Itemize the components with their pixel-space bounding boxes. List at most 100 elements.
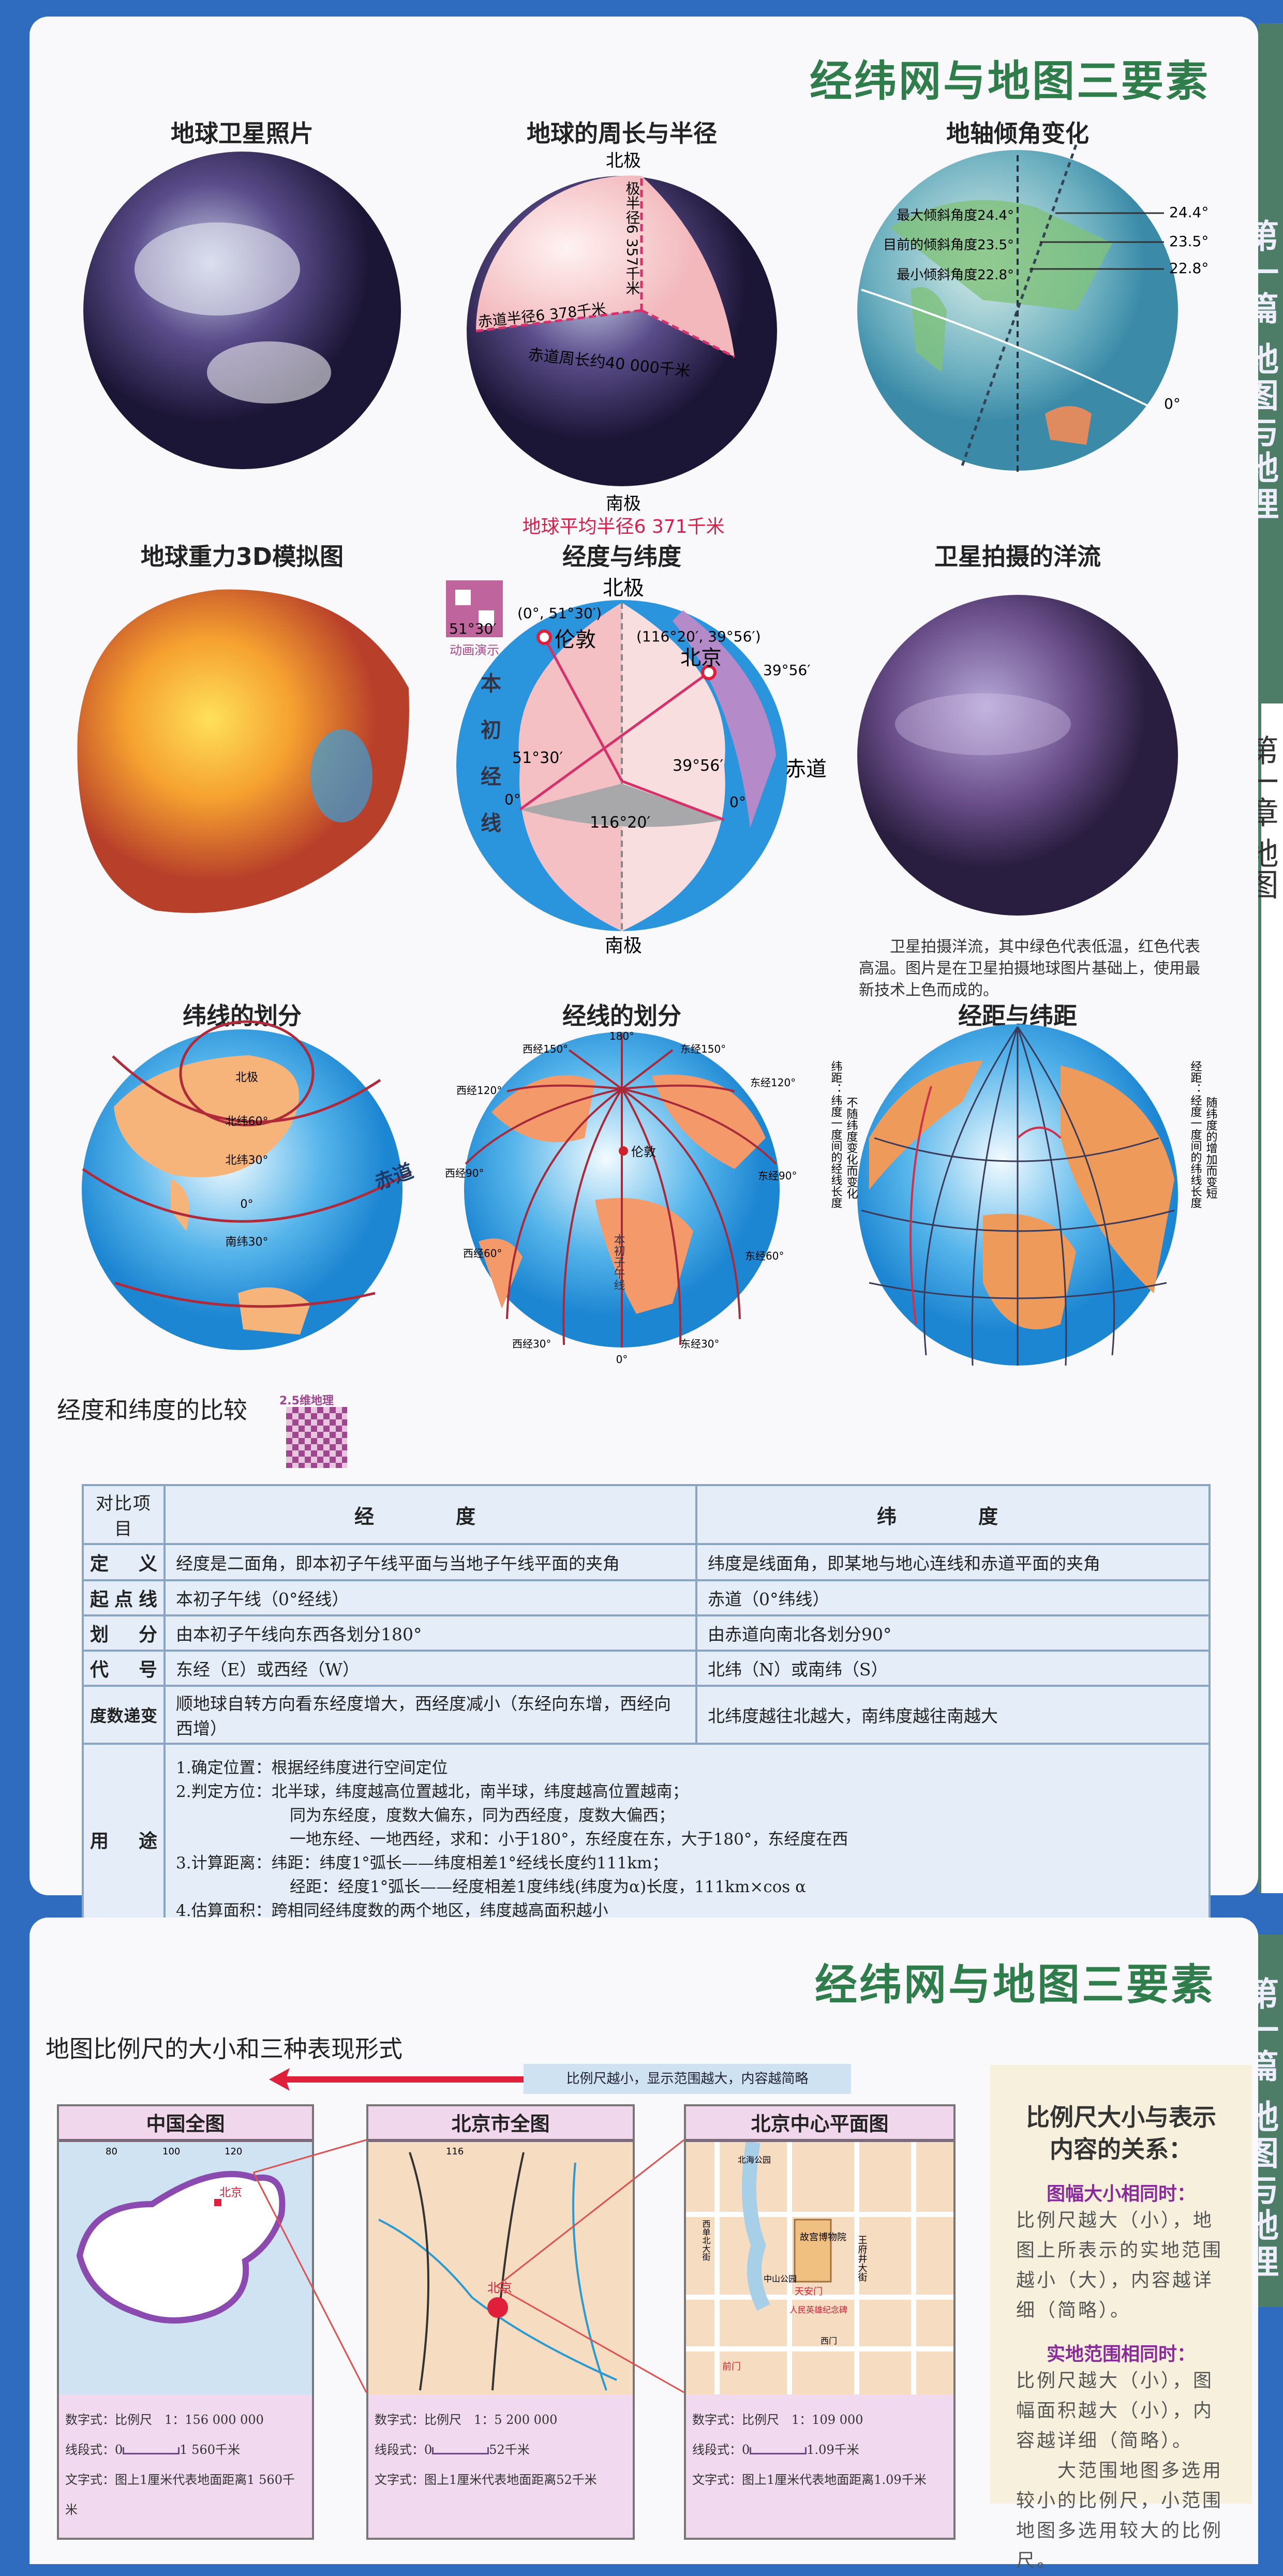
label-w150: 西经150° [523,1043,568,1055]
gravity-3d-model [77,589,409,913]
tick-label: 120 [225,2146,242,2157]
value-max-tilt: 24.4° [1169,204,1209,221]
latitude-division-globe: 北极 北纬60° 北纬30° 赤道 0° 南纬30° [82,1020,416,1350]
line-scale: 1 560千米 [180,2443,240,2457]
place-label: 西单北大街 [701,2220,711,2261]
longitude-latitude-diagram: 北极 南极 伦敦 北京 (0°, 51°30′) (116°20′, 39°56… [449,576,827,956]
label-equator: 赤道 [785,757,827,781]
tick-label: 80 [106,2146,117,2157]
scale-info: 数字式：比例尺 1：5 200 000 线段式：0 52千米 文字式：图上1厘米代… [368,2394,633,2505]
label-min-tilt: 最小倾斜角度22.8° [897,267,1014,283]
label-n30: 北纬30° [226,1154,268,1167]
place-label: 天安门 [795,2286,823,2297]
label-max-tilt: 最大倾斜角度24.4° [897,208,1014,223]
cell-usage: 1.确定位置：根据经纬度进行空间定位 2.判定方位：北半球，纬度越高位置越北，南… [163,1743,1211,1936]
row-label: 代号 [82,1650,166,1687]
usage-line: 3.计算距离：纬距：纬度1°弧长——纬度相差1°经线长度约111km； [176,1854,668,1873]
place-label: 前门 [722,2361,741,2372]
meridian-parallel-distance-globe: 纬距：纬度一度间的经线长度 不随纬度变化而变化 经距：经度一度间的纬线长度 随纬… [829,1024,1218,1366]
label-south-pole: 南极 [606,493,641,514]
relation-subtitle: 实地范围相同时： [1046,2344,1196,2365]
ocean-currents-satellite [857,595,1178,916]
cell-longitude: 顺地球自转方向看东经度增大，西经度减小（东经向东增，西经向西增） [163,1685,697,1745]
cell-longitude: 东经（E）或西经（W） [163,1650,697,1687]
label-north-pole: 北极 [603,576,644,600]
numeric-scale: 比例尺 1：109 000 [742,2413,863,2427]
map-panel-beijing: 北京市全图 北京 116 数字式：比例尺 1：5 200 000 线段式：0 52… [366,2104,635,2540]
globe-title: 卫星拍摄的洋流 [934,543,1101,571]
table-row-usage: 用途 1.确定位置：根据经纬度进行空间定位 2.判定方位：北半球，纬度越高位置越… [82,1743,1211,1936]
place-label: 人民英雄纪念碑 [789,2305,847,2315]
label-w30: 西经30° [512,1338,551,1350]
line-label: 线段式： [65,2443,115,2457]
text-label: 文字式： [65,2473,115,2487]
tick-label: 100 [162,2146,180,2157]
row-label: 用途 [82,1743,166,1936]
header-item: 对比项目 [82,1484,166,1545]
label-london-angle: 51°30′ [512,749,563,767]
globe-title: 纬线的划分 [183,1002,302,1030]
earth-satellite-photo [83,152,401,469]
page-title: 经纬网与地图三要素 [810,57,1211,106]
row-label: 度数递变 [82,1685,166,1745]
label-longitude-angle: 116°20′ [590,814,650,832]
label-zero: 0° [504,791,521,808]
text-scale: 图上1厘米代表地面距离52千米 [424,2473,597,2487]
place-label: 故宫博物院 [800,2232,846,2243]
scale-bar [750,2447,807,2454]
usage-line: 2.判定方位：北半球，纬度越高位置越北，南半球，纬度越高位置越南； [176,1783,689,1801]
label-e150: 东经150° [680,1043,726,1055]
side-tab-chapter-2[interactable]: 第一篇 地图与地理 [1240,1935,1283,2307]
qr-code[interactable] [286,1407,347,1468]
side-tab-section[interactable]: 第一章 地图 [1242,703,1283,1893]
scale-info: 数字式：比例尺 1：109 000 线段式：0 1.09千米 文字式：图上1厘米代… [686,2394,953,2505]
label-prime-meridian: 本初经线 [477,672,501,859]
row-label: 划分 [82,1614,166,1652]
label-zero: 0° [729,793,746,811]
table-row: 起点线 本初子午线（0°经线） 赤道（0°纬线） [82,1579,1211,1616]
cell-longitude: 经度是二面角，即本初子午线平面与当地子午线平面的夹角 [163,1543,697,1581]
label-london-lat: 51°30′ [449,620,497,637]
usage-line: 1.确定位置：根据经纬度进行空间定位 [176,1759,448,1777]
numeric-scale: 比例尺 1：5 200 000 [424,2413,558,2427]
numeric-scale: 比例尺 1：156 000 000 [115,2413,264,2427]
map-title: 北京市全图 [368,2106,633,2142]
label-longitude-note: 随纬度的增加而变短 [1204,1097,1218,1199]
cell-longitude: 本初子午线（0°经线） [163,1579,697,1616]
cell-latitude: 北纬度越往北越大，南纬度越往南越大 [695,1685,1211,1745]
map-title: 北京中心平面图 [686,2106,953,2142]
usage-line: 经距：经度1°弧长——经度相差1度纬线(纬度为α)长度，111km×cos α [290,1878,807,1896]
text-label: 文字式： [375,2473,424,2487]
globe-title: 经度与纬度 [562,543,681,571]
globe-title: 地球的周长与半径 [527,119,717,147]
table-header-row: 对比项目 经 度 纬 度 [82,1484,1211,1545]
label-zero: 0° [616,1353,628,1366]
qr-code-animation[interactable]: 动画演示 [446,580,503,657]
line-scale: 52千米 [489,2443,530,2457]
relation-text: 比例尺越大（小），图幅面积越大（小），内容越详细（简略）。 [1016,2370,1214,2451]
scale-info: 数字式：比例尺 1：156 000 000 线段式：0 1 560千米 文字式：图… [59,2394,312,2535]
axial-tilt-diagram: 最大倾斜角度24.4° 目前的倾斜角度23.5° 最小倾斜角度22.8° 24.… [857,144,1209,476]
zoom-connector-lines [252,2139,684,2393]
globe-title: 地轴倾角变化 [946,119,1089,147]
ocean-currents-caption: 卫星拍摄洋流，其中绿色代表低温，红色代表高温。图片是在卫星拍摄地球图片基础上，使… [859,938,1200,999]
line-scale: 1.09千米 [807,2443,859,2457]
label-current-tilt: 目前的倾斜角度23.5° [883,237,1014,253]
label-s30: 南纬30° [226,1236,268,1249]
side-tab-chapter[interactable]: 第一篇 地图与地理 [1240,23,1283,703]
beijing-center-map: 故宫博物院 王府井大街 天安门 中山公园 北海公园 西单北大街 人民英雄纪念碑 … [686,2142,953,2394]
comparison-table: 对比项目 经 度 纬 度 定义 经度是二面角，即本初子午线平面与当地子午线平面的夹… [82,1484,1211,1936]
globe-title: 经线的划分 [562,1002,681,1030]
cell-latitude: 纬度是线面角，即某地与地心连线和赤道平面的夹角 [695,1543,1211,1581]
header-longitude: 经 度 [163,1484,697,1545]
label-south-pole: 南极 [605,935,642,956]
qr-label: 动画演示 [450,643,499,657]
relation-title: 比例尺大小与表示内容的关系： [1026,2103,1216,2163]
label-beijing: 北京 [219,2186,242,2199]
earth-radius-diagram: 北极 极半径6 357千米 赤道半径6 378千米 赤道周长约40 000千米 … [467,151,777,537]
place-label: 西门 [820,2336,837,2346]
label-beijing-angle: 39°56′ [673,757,723,775]
label-e120: 东经120° [750,1076,796,1089]
table-row: 代号 东经（E）或西经（W） 北纬（N）或南纬（S） [82,1650,1211,1687]
line-label: 线段式： [375,2443,424,2457]
